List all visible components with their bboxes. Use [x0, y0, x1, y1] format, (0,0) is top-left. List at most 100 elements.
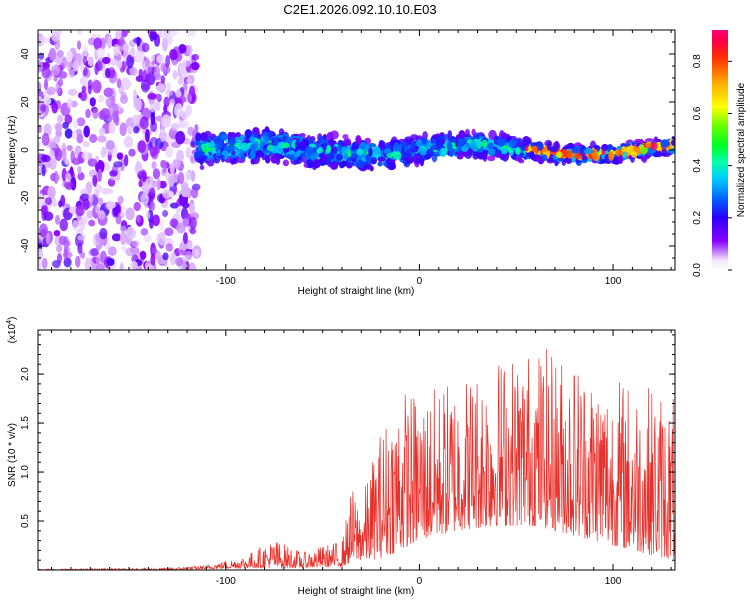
spectrogram-cell: [108, 121, 116, 135]
spectrogram-cell: [230, 137, 235, 144]
spectrogram-cell: [149, 218, 154, 229]
spectrogram-cell: [365, 155, 373, 164]
snr-panel: -100 0 100 0.5 1.0 1.5 2.0 Height of straight…: [6, 317, 676, 597]
x-tick-label: 0: [417, 276, 423, 287]
spectrogram-cell: [104, 67, 111, 79]
spectrogram-cell: [95, 47, 106, 58]
spectrogram-cell: [106, 201, 116, 209]
spectrogram-cell: [115, 30, 122, 40]
spectrogram-cell: [249, 136, 256, 142]
spectrogram-cell: [181, 202, 190, 209]
spectrogram-cell: [449, 147, 454, 157]
spectrogram-cell: [515, 147, 521, 155]
spectrogram-cell: [133, 101, 142, 109]
spectrogram-cell: [175, 130, 186, 145]
spectrogram-cell: [81, 151, 91, 161]
spectrogram-cell: [87, 158, 98, 167]
spectrogram-cell: [162, 252, 169, 261]
spectrogram-cell: [120, 158, 125, 172]
spectrogram-cell: [571, 147, 580, 154]
spectrogram-cell: [270, 145, 279, 154]
spectrogram-cell: [97, 197, 104, 206]
spectrogram-cell: [87, 79, 93, 90]
spectrogram-cell: [189, 227, 197, 235]
spectrogram-cell: [150, 54, 155, 62]
spectrogram-cell: [116, 152, 124, 160]
spectrogram-cell: [145, 71, 156, 86]
y-tick-label: 0: [20, 147, 31, 153]
spectrogram-cell: [158, 180, 167, 189]
spectrogram-cell: [41, 257, 48, 270]
spectrogram-cell: [75, 219, 85, 226]
spectrogram-cell: [96, 263, 105, 270]
spectrogram-cell: [566, 149, 573, 159]
spectrogram-cell: [346, 145, 352, 151]
spectrogram-cell: [294, 140, 300, 150]
spectrogram-cell: [81, 85, 87, 93]
spectrogram-cell: [661, 148, 668, 157]
spectrogram-cell: [188, 202, 196, 214]
spectrogram-cell: [120, 225, 127, 232]
spectrogram-cell: [124, 154, 129, 167]
spectrogram-cell: [549, 147, 559, 153]
spectrogram-cell: [215, 150, 221, 156]
spectrogram-cell: [164, 227, 174, 236]
spectrogram-cell: [406, 147, 413, 157]
spectrogram-cell: [249, 149, 256, 160]
spectrogram-cell: [112, 109, 119, 124]
spectrogram-cell: [250, 158, 256, 165]
spectrogram-cell: [508, 135, 517, 141]
colorbar-label: Normalized spectral amplitude: [736, 82, 747, 217]
spectrogram-cell: [119, 122, 127, 137]
spectrogram-cell: [116, 60, 123, 69]
spectrogram-cell: [60, 194, 66, 207]
spectrogram-cell: [94, 183, 103, 194]
spectrogram-cell: [121, 79, 132, 89]
spectrogram-cell: [77, 40, 82, 51]
spectrogram-cell: [92, 108, 99, 119]
spectrogram-cell: [152, 214, 160, 227]
spectrogram-cell: [110, 58, 118, 66]
spectrogram-cell: [53, 135, 61, 144]
spectrogram-cell: [170, 252, 177, 266]
spectrogram-cell: [129, 47, 136, 57]
colorbar-tick-label: 0.0: [692, 263, 703, 277]
x-tick-label: 0: [417, 576, 423, 587]
spectrogram-cell: [170, 122, 180, 131]
spectrogram-cell: [161, 37, 168, 52]
spectrogram-cell: [132, 89, 137, 103]
spectrogram-cell: [66, 98, 73, 110]
x-tick-label: -100: [216, 276, 236, 287]
spectrogram-cell: [165, 146, 174, 158]
spectrogram-cell: [76, 132, 84, 144]
spectrogram-cell: [61, 147, 67, 162]
spectrogram-cell: [169, 202, 179, 209]
spectrogram-cell: [48, 69, 59, 77]
spectrogram-cell: [270, 153, 279, 164]
spectrogram-cell: [109, 170, 118, 177]
spectrogram-cell: [77, 234, 86, 241]
spectrogram-cell: [82, 198, 90, 211]
spectrogram-cell: [185, 170, 192, 182]
spectrogram-cell: [193, 141, 202, 146]
spectrogram-cell: [91, 79, 102, 94]
spectrogram-cell: [38, 98, 41, 109]
spectrogram-cell: [160, 62, 167, 73]
spectrogram-cell: [139, 250, 147, 260]
spectrogram-cell: [51, 31, 61, 42]
spectrogram-cell: [120, 91, 127, 100]
spectrogram-cell: [182, 232, 188, 245]
spectrogram-cell: [82, 55, 88, 66]
spectrogram-cell: [145, 57, 150, 69]
spectrogram-cell: [487, 148, 496, 156]
spectrogram-cell: [126, 226, 135, 239]
spectrogram-cell: [66, 50, 73, 63]
spectrogram-cell: [351, 157, 357, 163]
spectrogram-cell: [46, 86, 57, 96]
spectrogram-cell: [44, 78, 49, 90]
spectrogram-cell: [355, 159, 364, 169]
spectrogram-cell: [168, 175, 175, 187]
spectrogram-cell: [136, 214, 141, 223]
spectrogram-cell: [214, 137, 222, 145]
spectrogram-cell: [305, 152, 310, 161]
